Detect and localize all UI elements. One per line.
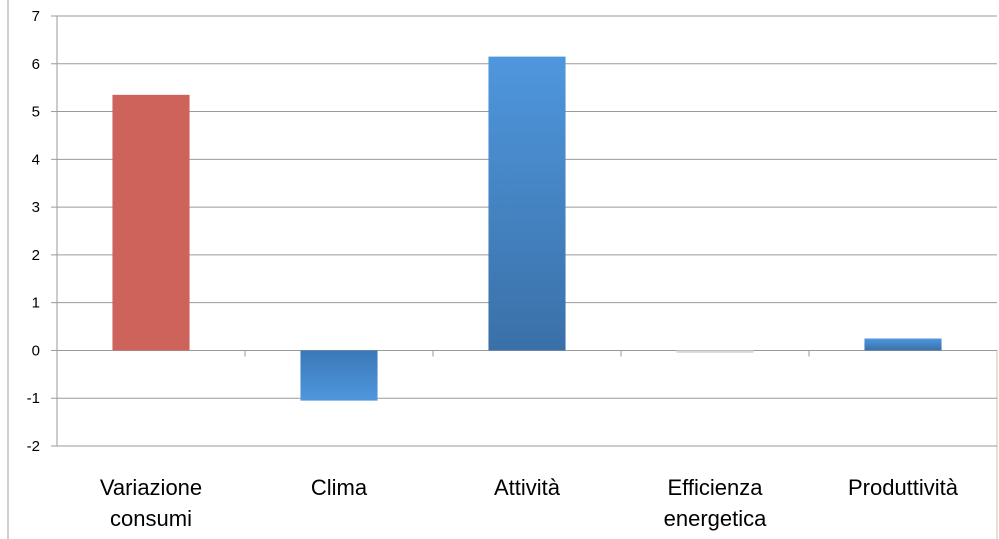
x-tick-label: Efficienza energetica bbox=[664, 475, 768, 531]
y-tick-label: 1 bbox=[32, 295, 40, 312]
bar bbox=[864, 339, 941, 351]
y-tick-label: -1 bbox=[27, 390, 40, 407]
y-tick-label: -2 bbox=[27, 438, 40, 455]
x-tick-label: Clima bbox=[311, 475, 368, 500]
y-tick-label: 5 bbox=[32, 104, 40, 121]
bar bbox=[676, 350, 753, 352]
x-tick-label: Produttività bbox=[848, 475, 959, 500]
y-tick-label: 0 bbox=[32, 342, 40, 359]
y-tick-label: 7 bbox=[32, 8, 40, 25]
x-tick-label: Attività bbox=[494, 475, 561, 500]
y-tick-label: 4 bbox=[32, 151, 40, 168]
bar bbox=[300, 350, 377, 400]
bar bbox=[112, 95, 189, 351]
x-axis-labels: Variazione consumi Clima Attività Efficienza… bbox=[100, 475, 959, 531]
y-tick-label: 2 bbox=[32, 247, 40, 264]
y-tick-label: 6 bbox=[32, 56, 40, 73]
x-tick-label: Variazione consumi bbox=[100, 475, 202, 531]
y-axis-ticks: -2 -1 0 1 2 3 4 5 6 7 bbox=[27, 8, 57, 455]
y-tick-label: 3 bbox=[32, 199, 40, 216]
bars bbox=[112, 57, 941, 401]
bar bbox=[488, 57, 565, 351]
